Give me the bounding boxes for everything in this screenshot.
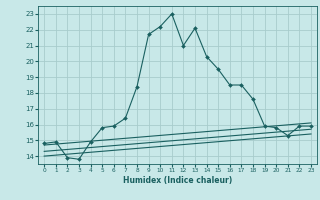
X-axis label: Humidex (Indice chaleur): Humidex (Indice chaleur) (123, 176, 232, 185)
